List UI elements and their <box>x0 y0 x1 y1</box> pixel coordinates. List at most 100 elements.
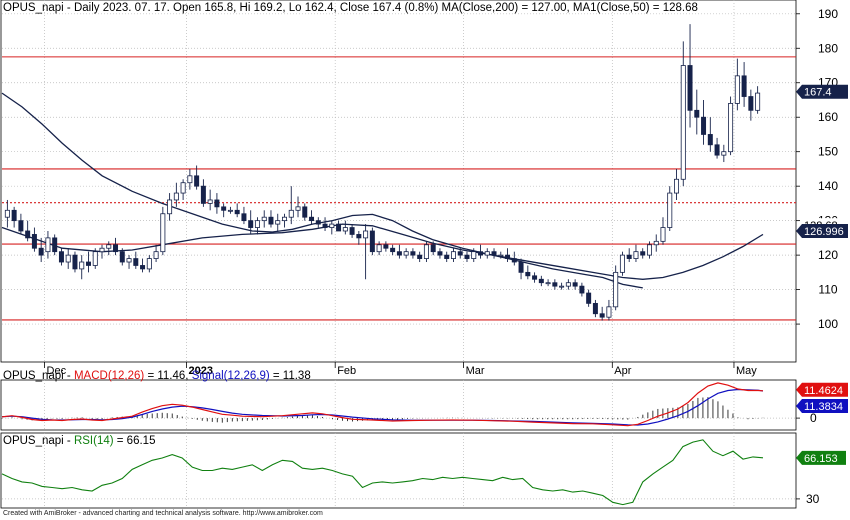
candle-body <box>342 227 348 232</box>
price-tick-label: 150 <box>818 145 838 159</box>
rsi-legend: OPUS_napi - RSI(14) = 66.15 <box>3 435 155 447</box>
price-tick-label: 180 <box>818 41 838 55</box>
month-label: May <box>736 365 757 377</box>
candle-body <box>106 244 112 249</box>
candle-body <box>113 244 119 253</box>
candle-body <box>133 258 139 266</box>
candle-body <box>484 251 490 256</box>
candle-body <box>261 216 267 222</box>
candle-body <box>58 251 64 263</box>
candle-body <box>721 151 727 156</box>
candle-body <box>140 265 146 270</box>
candle-body <box>613 271 619 308</box>
candle-body <box>579 285 585 294</box>
candle-body <box>65 254 71 263</box>
candle-body <box>450 251 456 259</box>
macd-badge <box>796 399 848 413</box>
candle-body <box>734 75 740 104</box>
candle-body <box>457 251 463 256</box>
rsi-panel-frame <box>0 432 797 509</box>
candle-body <box>160 213 166 253</box>
candle-body <box>680 65 686 180</box>
candle-body <box>356 234 362 239</box>
candle-body <box>248 220 254 228</box>
macd-badge-label: 11.4624 <box>804 385 843 397</box>
price-tick-label: 110 <box>818 283 837 297</box>
candle-body <box>606 306 612 318</box>
candle-body <box>741 75 747 97</box>
candle-body <box>565 282 571 287</box>
price-badge-label: 167.4 <box>804 87 832 99</box>
candle-body <box>430 244 436 253</box>
candle-body <box>619 254 625 273</box>
candle-body <box>586 292 592 304</box>
candle-body <box>268 216 274 225</box>
candle-body <box>207 199 213 204</box>
candle-body <box>241 213 247 222</box>
price-tick-label: 100 <box>818 317 838 331</box>
price-tick-label: 190 <box>818 7 838 21</box>
candle-body <box>633 251 639 259</box>
candle-body <box>349 227 355 235</box>
macd-legend-part: OPUS_napi - <box>3 370 74 382</box>
month-label: Feb <box>337 365 356 377</box>
candle-body <box>538 278 544 284</box>
candle-body <box>410 251 416 256</box>
ma50-line <box>1 223 764 280</box>
candle-body <box>45 237 51 253</box>
candle-body <box>79 261 85 270</box>
candle-body <box>214 199 220 208</box>
macd-panel-frame <box>0 379 797 431</box>
candle-body <box>275 220 281 225</box>
rsi-tick-label: 30 <box>806 492 820 506</box>
rsi-badge-label: 66.153 <box>804 453 838 465</box>
candle-body <box>336 223 342 232</box>
candle-body <box>518 261 524 273</box>
ma200-line <box>1 92 643 289</box>
candle-body <box>119 251 125 263</box>
candle-body <box>748 96 754 111</box>
candle-body <box>640 251 646 256</box>
candle-body <box>626 254 632 259</box>
macd-legend-part: = 11.38 <box>270 370 311 382</box>
macd-line <box>1 382 764 427</box>
candle-body <box>532 275 538 280</box>
candle-body <box>329 223 335 228</box>
candle-body <box>315 220 321 225</box>
candle-body <box>282 216 287 222</box>
macd-badge <box>796 382 848 397</box>
candle-body <box>363 230 369 239</box>
candle-body <box>309 216 315 222</box>
candle-body <box>322 223 328 228</box>
candle-body <box>234 209 240 215</box>
candle-body <box>173 192 179 201</box>
candle-body <box>437 251 443 256</box>
candle-body <box>559 285 565 288</box>
month-label: 2023 <box>188 365 212 377</box>
candle-body <box>4 209 10 218</box>
macd-tick-label: 0 <box>810 411 817 425</box>
candle-body <box>714 144 720 156</box>
price-badge-label: 126.996 <box>804 226 844 238</box>
candle-body <box>200 185 206 204</box>
candle-body <box>552 282 558 287</box>
rsi-line <box>1 439 764 506</box>
price-legend: OPUS_napi - Daily 2023. 07. 17. Open 165… <box>3 2 698 14</box>
candle-body <box>153 251 159 259</box>
candle-body <box>227 209 233 212</box>
candle-body <box>511 258 517 263</box>
candle-body <box>478 251 483 256</box>
candle-body <box>146 258 152 270</box>
candle-body <box>369 230 375 253</box>
month-label: Mar <box>466 365 485 377</box>
candle-body <box>646 244 652 256</box>
candle-body <box>687 65 693 111</box>
candle-body <box>498 254 504 257</box>
candle-body <box>545 282 551 285</box>
price-tick-label: 140 <box>818 179 838 193</box>
candle-body <box>491 251 497 256</box>
footer-credit: Created with AmiBroker - advanced charti… <box>3 510 323 517</box>
candle-body <box>423 244 429 259</box>
price-badge <box>796 84 848 99</box>
candle-body <box>126 258 132 263</box>
